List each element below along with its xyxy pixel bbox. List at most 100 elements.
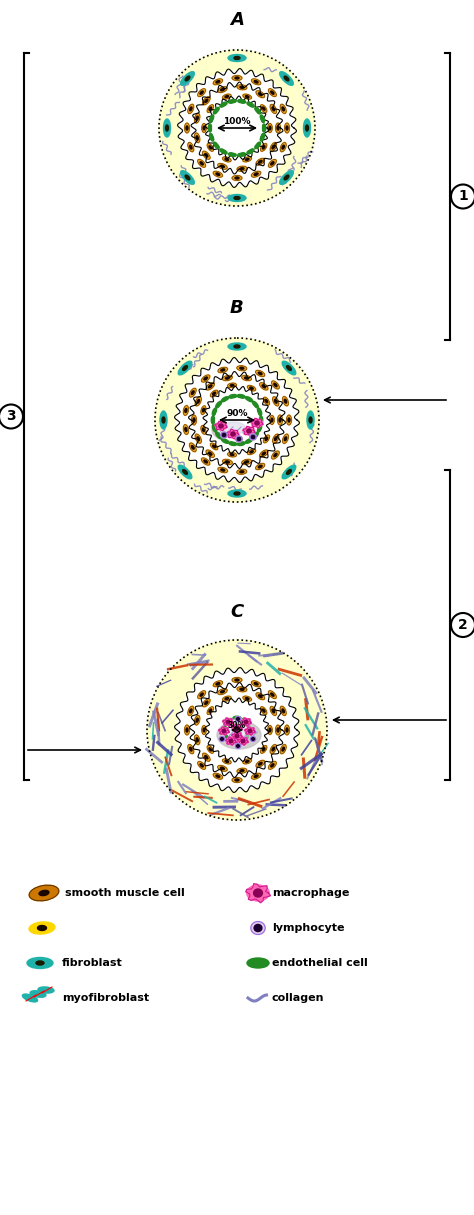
Ellipse shape (185, 77, 190, 81)
Ellipse shape (235, 717, 241, 722)
Ellipse shape (220, 102, 227, 107)
Ellipse shape (188, 104, 194, 113)
Ellipse shape (275, 123, 281, 132)
Ellipse shape (233, 740, 241, 744)
Ellipse shape (237, 366, 247, 371)
Ellipse shape (277, 126, 279, 130)
Ellipse shape (188, 745, 194, 753)
Ellipse shape (218, 163, 227, 169)
Ellipse shape (260, 450, 268, 457)
Ellipse shape (197, 437, 200, 441)
Ellipse shape (202, 725, 206, 735)
Ellipse shape (243, 696, 252, 701)
Ellipse shape (251, 680, 261, 686)
Ellipse shape (272, 710, 274, 713)
Ellipse shape (240, 470, 244, 473)
Ellipse shape (178, 361, 192, 375)
Ellipse shape (190, 710, 192, 713)
Ellipse shape (230, 453, 234, 456)
Ellipse shape (203, 126, 205, 130)
Ellipse shape (202, 151, 210, 159)
Polygon shape (227, 429, 239, 439)
Ellipse shape (190, 747, 192, 751)
Ellipse shape (247, 450, 256, 454)
Ellipse shape (261, 707, 267, 714)
Ellipse shape (178, 465, 192, 479)
Ellipse shape (236, 436, 242, 442)
Ellipse shape (255, 371, 265, 377)
Ellipse shape (243, 157, 252, 162)
Ellipse shape (282, 465, 296, 479)
Ellipse shape (27, 957, 53, 968)
Ellipse shape (254, 683, 258, 685)
Ellipse shape (202, 124, 206, 132)
Ellipse shape (262, 452, 265, 456)
Ellipse shape (277, 416, 283, 425)
Polygon shape (245, 727, 255, 735)
Ellipse shape (273, 434, 279, 443)
Ellipse shape (209, 452, 212, 456)
Ellipse shape (219, 736, 225, 741)
Ellipse shape (247, 885, 269, 902)
Text: macrophage: macrophage (272, 888, 349, 898)
Polygon shape (223, 718, 234, 727)
Ellipse shape (200, 764, 203, 767)
Ellipse shape (202, 753, 210, 762)
Ellipse shape (263, 146, 265, 149)
Ellipse shape (188, 142, 194, 152)
Ellipse shape (280, 706, 286, 716)
Ellipse shape (235, 734, 239, 738)
Ellipse shape (222, 696, 231, 701)
Ellipse shape (237, 718, 239, 720)
Ellipse shape (255, 422, 259, 425)
Ellipse shape (274, 400, 277, 403)
Ellipse shape (250, 388, 253, 389)
Text: myofibroblast: myofibroblast (62, 993, 149, 1004)
Ellipse shape (196, 738, 198, 742)
Ellipse shape (261, 143, 267, 152)
Ellipse shape (185, 408, 187, 412)
Ellipse shape (182, 366, 187, 371)
Ellipse shape (234, 345, 240, 347)
Ellipse shape (191, 391, 194, 395)
Text: 30%: 30% (228, 722, 246, 730)
Ellipse shape (182, 470, 187, 474)
Ellipse shape (282, 146, 284, 149)
Ellipse shape (164, 119, 171, 137)
Ellipse shape (245, 460, 248, 463)
Ellipse shape (247, 149, 254, 154)
Ellipse shape (209, 385, 212, 388)
Ellipse shape (232, 724, 242, 731)
Ellipse shape (222, 157, 231, 162)
Ellipse shape (234, 197, 240, 199)
Ellipse shape (280, 170, 293, 185)
Ellipse shape (183, 406, 189, 416)
Ellipse shape (238, 100, 246, 103)
Ellipse shape (280, 745, 286, 753)
Ellipse shape (200, 162, 203, 165)
Ellipse shape (274, 453, 277, 457)
Ellipse shape (37, 926, 46, 931)
Ellipse shape (209, 146, 211, 149)
Ellipse shape (240, 86, 244, 89)
Ellipse shape (286, 416, 292, 425)
Ellipse shape (228, 343, 246, 350)
Ellipse shape (213, 171, 223, 177)
Ellipse shape (253, 433, 258, 439)
Ellipse shape (307, 411, 314, 429)
Polygon shape (215, 422, 227, 431)
Ellipse shape (204, 460, 207, 463)
Text: smooth muscle cell: smooth muscle cell (65, 888, 185, 898)
Ellipse shape (216, 173, 220, 175)
Ellipse shape (218, 367, 228, 373)
Ellipse shape (220, 89, 224, 91)
Ellipse shape (247, 727, 251, 734)
Ellipse shape (184, 725, 190, 735)
Ellipse shape (222, 759, 231, 764)
Circle shape (451, 185, 474, 209)
Ellipse shape (218, 765, 227, 772)
Ellipse shape (186, 728, 188, 731)
Ellipse shape (279, 418, 281, 422)
Ellipse shape (246, 439, 253, 443)
Text: A: A (230, 11, 244, 29)
